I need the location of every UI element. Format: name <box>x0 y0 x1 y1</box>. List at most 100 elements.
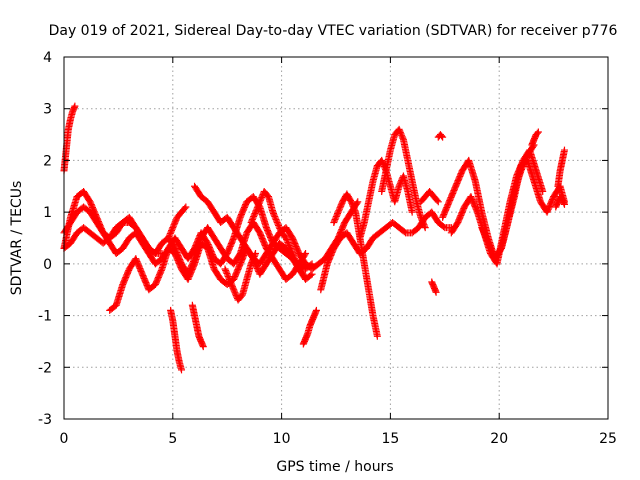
data-point <box>182 203 190 211</box>
data-point <box>247 260 255 268</box>
data-point <box>434 198 442 206</box>
data-point <box>332 213 340 221</box>
data-point <box>395 182 403 190</box>
data-point <box>560 200 568 208</box>
data-point <box>289 252 297 260</box>
data-point <box>228 281 236 289</box>
data-point <box>224 272 232 280</box>
data-point <box>227 278 235 286</box>
data-point <box>397 130 405 138</box>
series-s7 <box>167 306 186 374</box>
data-point <box>333 211 341 219</box>
data-point <box>170 221 178 229</box>
data-point <box>560 146 568 154</box>
data-point <box>334 210 342 218</box>
data-point <box>285 241 293 249</box>
series-s1 <box>60 102 79 175</box>
data-point <box>293 261 301 269</box>
data-point <box>396 127 404 135</box>
data-point <box>251 210 259 218</box>
data-point <box>172 216 180 224</box>
data-point <box>337 202 345 210</box>
series-s6 <box>164 203 190 242</box>
data-point <box>254 202 262 210</box>
y-tick-label: -3 <box>38 412 52 428</box>
data-point <box>171 219 179 227</box>
series-s15 <box>356 156 416 242</box>
data-point <box>354 198 362 206</box>
data-point <box>226 277 234 285</box>
y-tick-label: 1 <box>43 205 52 221</box>
data-point <box>286 244 294 252</box>
data-point <box>222 268 230 276</box>
data-point <box>419 219 427 227</box>
data-point <box>276 224 284 232</box>
data-point <box>117 220 125 228</box>
data-point <box>181 204 189 212</box>
data-point <box>167 228 175 236</box>
data-point <box>421 222 429 230</box>
data-point <box>348 199 356 207</box>
data-point <box>399 134 407 142</box>
data-point <box>287 246 295 254</box>
series-s14 <box>330 190 381 340</box>
series-s9 <box>221 250 259 304</box>
data-point <box>282 234 290 242</box>
data-point <box>231 289 239 297</box>
series-s24 <box>554 146 568 190</box>
data-point <box>417 215 425 223</box>
x-tick-label: 20 <box>490 431 508 447</box>
series-s22 <box>478 156 568 263</box>
data-point <box>294 262 302 270</box>
data-point <box>439 223 447 231</box>
y-tick-label: 4 <box>43 50 52 66</box>
x-tick-label: 25 <box>599 431 617 447</box>
data-point <box>350 204 358 212</box>
data-point <box>274 221 282 229</box>
data-point <box>331 216 339 224</box>
data-point <box>178 366 186 374</box>
data-point <box>438 132 446 140</box>
data-point <box>232 290 240 298</box>
data-point <box>330 218 338 226</box>
data-point <box>230 286 238 294</box>
data-point <box>256 198 264 206</box>
series-s19 <box>434 131 447 141</box>
data-point <box>270 211 278 219</box>
data-point <box>225 275 233 283</box>
data-point <box>283 235 291 243</box>
chart-title: Day 019 of 2021, Sidereal Day-to-day VTE… <box>49 23 618 39</box>
data-point <box>302 250 310 258</box>
series-s17 <box>417 187 442 206</box>
data-point <box>250 211 258 219</box>
data-point <box>417 213 425 221</box>
data-point <box>396 128 404 136</box>
y-tick-label: 2 <box>43 153 52 169</box>
data-point <box>227 280 235 288</box>
series-s16 <box>378 125 429 232</box>
data-point <box>150 248 158 256</box>
data-point <box>158 250 166 258</box>
x-tick-label: 10 <box>273 431 291 447</box>
data-point <box>71 102 79 110</box>
data-point <box>330 217 338 225</box>
data-point <box>271 213 279 221</box>
data-point <box>400 228 408 236</box>
data-point <box>223 269 231 277</box>
x-tick-label: 5 <box>168 431 177 447</box>
data-point <box>378 156 386 164</box>
x-axis-label: GPS time / hours <box>276 459 393 475</box>
data-point <box>419 218 427 226</box>
data-point <box>334 208 342 216</box>
data-point <box>250 213 258 221</box>
axis-ticks <box>63 56 609 420</box>
data-point <box>336 204 344 212</box>
data-point <box>230 287 238 295</box>
data-point <box>283 237 291 245</box>
data-point <box>396 181 404 189</box>
data-point <box>253 205 261 213</box>
data-point <box>439 133 447 141</box>
data-point <box>433 197 441 205</box>
data-point <box>166 230 174 238</box>
